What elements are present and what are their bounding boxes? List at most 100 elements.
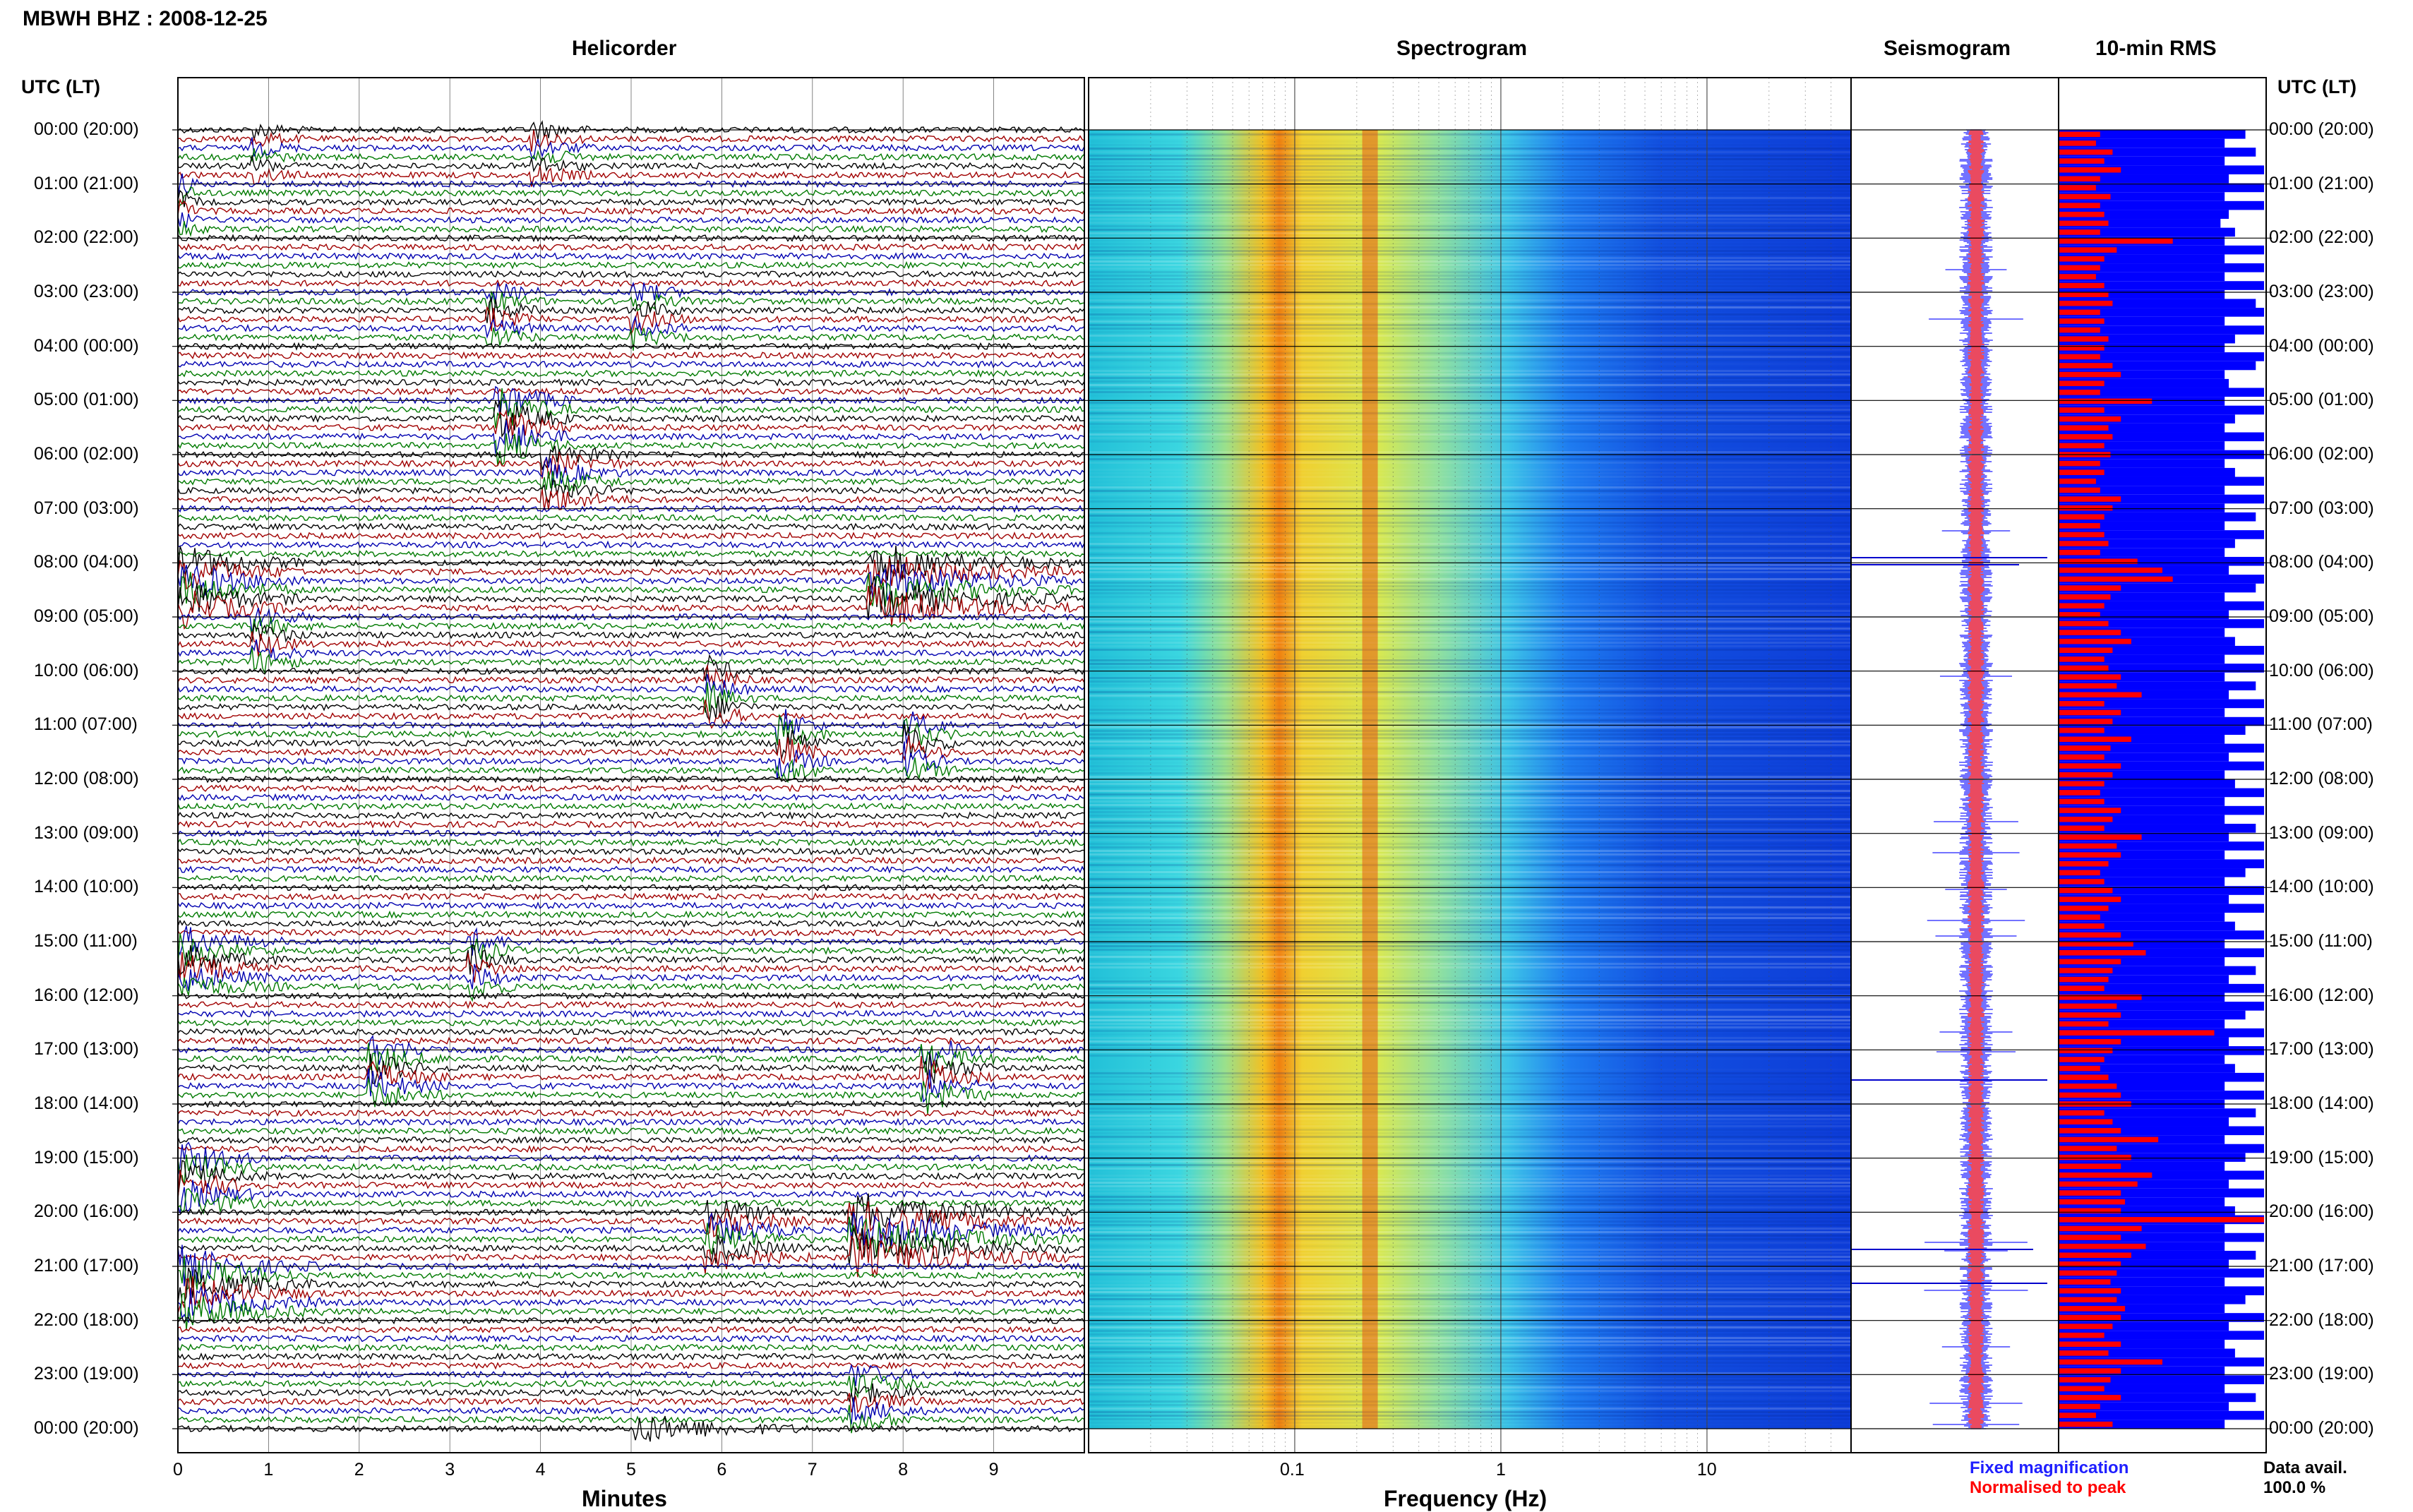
spectrogram-strip <box>1089 356 1851 358</box>
spectrogram-strip <box>1089 709 1851 711</box>
rms-normalised-bar <box>2059 914 2100 920</box>
rms-normalised-bar <box>2059 1021 2109 1027</box>
rms-normalised-bar <box>2059 576 2173 582</box>
rms-fixed-bar <box>2059 859 2265 869</box>
spectrogram-strip <box>1089 571 1851 573</box>
rms-normalised-bar <box>2059 282 2104 289</box>
spectrogram-strip <box>1089 673 1851 676</box>
time-label: 12:00 (08:00) <box>2269 769 2374 788</box>
spectrogram-strip <box>1089 839 1851 841</box>
spectrogram-strip <box>1089 1344 1851 1346</box>
rms-normalised-bar <box>2059 932 2121 938</box>
rms-normalised-bar <box>2059 292 2109 297</box>
rms-normalised-bar <box>2059 460 2100 467</box>
spectrogram-strip <box>1089 984 1851 986</box>
spectrogram-strip <box>1089 402 1851 404</box>
time-label: 11:00 (07:00) <box>34 714 138 735</box>
rms-normalised-bar <box>2059 1376 2111 1383</box>
spectrogram-strip <box>1089 451 1851 453</box>
spectrogram-strip <box>1089 624 1851 626</box>
time-label: 04:00 (00:00) <box>2269 335 2374 356</box>
rms-normalised-bar <box>2059 879 2104 884</box>
rms-fixed-bar <box>2059 1108 2256 1117</box>
time-label: 02:00 (22:00) <box>2269 227 2374 248</box>
spectrogram-strip <box>1089 942 1851 944</box>
spectrogram-strip <box>1089 585 1851 587</box>
spectrogram-strip <box>1089 1263 1851 1265</box>
rms-normalised-bar <box>2059 701 2104 707</box>
spectrogram-strip <box>1089 1295 1851 1297</box>
spectrogram-strip <box>1089 998 1851 1000</box>
spectrogram-strip <box>1089 257 1851 259</box>
spectrogram-strip <box>1089 388 1851 390</box>
spectrogram-strip <box>1089 896 1851 898</box>
time-label: 14:00 (10:00) <box>2269 877 2374 897</box>
spectrogram-strip <box>1089 815 1851 817</box>
rms-normalised-bar <box>2059 1314 2121 1321</box>
spectrogram-strip <box>1089 483 1851 485</box>
spectrogram-strip <box>1089 1122 1851 1124</box>
time-label: 10:00 (06:00) <box>34 660 139 680</box>
spectrogram-strip <box>1089 1228 1851 1230</box>
spectrogram-strip <box>1089 966 1851 968</box>
spectrogram-strip <box>1089 1362 1851 1364</box>
spectrogram-strip <box>1089 645 1851 647</box>
spectrogram-strip <box>1089 846 1851 848</box>
spectrogram-strip <box>1089 1425 1851 1427</box>
spectrogram-strip <box>1089 550 1851 552</box>
spectrogram-strip <box>1089 1235 1851 1237</box>
spectrogram-strip <box>1089 1238 1851 1240</box>
spectrogram-strip <box>1089 225 1851 227</box>
spectrogram-strip <box>1089 366 1851 368</box>
rms-normalised-bar <box>2059 425 2109 431</box>
time-label: 08:00 (04:00) <box>2269 552 2374 572</box>
spectrogram-strip <box>1089 889 1851 891</box>
spectrogram-strip <box>1089 1404 1851 1406</box>
spectrogram-strip <box>1089 236 1851 238</box>
rms-normalised-bar <box>2059 256 2104 262</box>
spectrogram-strip <box>1089 956 1851 958</box>
time-label: 21:00 (17:00) <box>34 1256 139 1276</box>
spectrogram-strip <box>1089 949 1851 951</box>
spectrogram-strip <box>1089 546 1851 548</box>
spectrogram-strip <box>1089 928 1851 930</box>
spectrogram-strip <box>1089 1168 1851 1170</box>
rms-fixed-bar <box>2059 601 2265 611</box>
spectrogram-strip <box>1089 1030 1851 1032</box>
rms-normalised-bar <box>2059 149 2113 155</box>
spectrogram-strip <box>1089 1280 1851 1283</box>
spectrogram-strip <box>1089 430 1851 432</box>
rms-normalised-bar <box>2059 1208 2121 1214</box>
spectrogram-strip <box>1089 479 1851 481</box>
rms-normalised-bar <box>2059 1172 2152 1178</box>
spectrogram-strip <box>1089 278 1851 280</box>
spectrogram-strip <box>1089 599 1851 601</box>
time-label: 15:00 (11:00) <box>2269 931 2373 951</box>
rms-normalised-bar <box>2059 985 2104 991</box>
spectrogram-strip <box>1089 543 1851 545</box>
rms-normalised-bar <box>2059 1048 2113 1054</box>
rms-normalised-bar <box>2059 976 2109 983</box>
spectrogram-tick-label: 0.1 <box>1279 1460 1305 1480</box>
spectrogram-strip <box>1089 320 1851 323</box>
spectrogram-strip <box>1089 755 1851 757</box>
spectrogram-strip <box>1089 1351 1851 1353</box>
spectrogram-strip <box>1089 426 1851 428</box>
rms-normalised-bar <box>2059 603 2104 609</box>
spectrogram-strip <box>1089 913 1851 916</box>
rms-fixed-bar <box>2059 1331 2265 1340</box>
spectrogram-strip <box>1089 158 1851 160</box>
time-label: 17:00 (13:00) <box>2269 1039 2374 1060</box>
spectrogram-strip <box>1089 1277 1851 1279</box>
spectrogram-strip <box>1089 959 1851 961</box>
rms-fixed-bar <box>2059 325 2265 335</box>
spectrogram-strip <box>1089 850 1851 852</box>
spectrogram-strip <box>1089 1132 1851 1134</box>
spectrogram-strip <box>1089 162 1851 164</box>
spectrogram-strip <box>1089 260 1851 263</box>
spectrogram-strip <box>1089 1175 1851 1177</box>
rms-normalised-bar <box>2059 479 2096 484</box>
rms-normalised-bar <box>2059 203 2100 208</box>
spectrogram-header: Spectrogram <box>1396 37 1528 60</box>
